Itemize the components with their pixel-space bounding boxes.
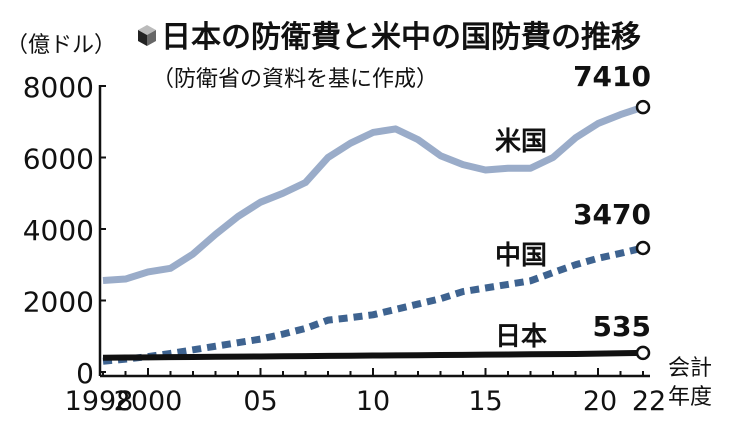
series-label-china: 中国 (495, 241, 547, 271)
series-line-china (102, 244, 644, 365)
x-tick-label: 22 (632, 386, 666, 417)
chart-title: 日本の防衛費と米中の国防費の推移 (161, 20, 641, 55)
end-point-marker (635, 240, 651, 256)
y-tick-label: 2000 (23, 286, 94, 319)
y-tick-label: 4000 (23, 214, 94, 247)
x-tick-label: 20 (583, 386, 617, 417)
series-label-us: 米国 (495, 127, 547, 157)
cube-icon (138, 25, 156, 46)
y-axis-unit-label: （億ドル） (6, 33, 116, 58)
series-line-us (102, 103, 645, 284)
y-tick-label: 0 (76, 357, 94, 390)
x-tick-label: 05 (243, 386, 277, 417)
end-value-label-japan: 535 (593, 310, 651, 343)
y-tick-label: 6000 (23, 143, 94, 176)
chart-title-group: 日本の防衛費と米中の国防費の推移 （防衛省の資料を基に作成） （億ドル） (6, 20, 641, 92)
x-axis-label-line1: 会計 (668, 356, 712, 381)
y-tick-label: 8000 (23, 71, 94, 104)
series-label-japan: 日本 (495, 322, 547, 352)
end-point-marker (635, 99, 651, 115)
x-tick-label: 15 (468, 386, 502, 417)
end-point-marker (635, 345, 651, 361)
x-tick-label: 2000 (114, 386, 183, 417)
end-value-label-china: 3470 (573, 198, 651, 231)
x-axis-label-line2: 年度 (668, 385, 712, 410)
series-line-japan (102, 349, 644, 361)
x-tick-label: 1998 (65, 386, 134, 417)
end-value-label-us: 7410 (573, 60, 651, 93)
chart-subtitle: （防衛省の資料を基に作成） (152, 67, 438, 92)
x-tick-label: 10 (356, 386, 390, 417)
